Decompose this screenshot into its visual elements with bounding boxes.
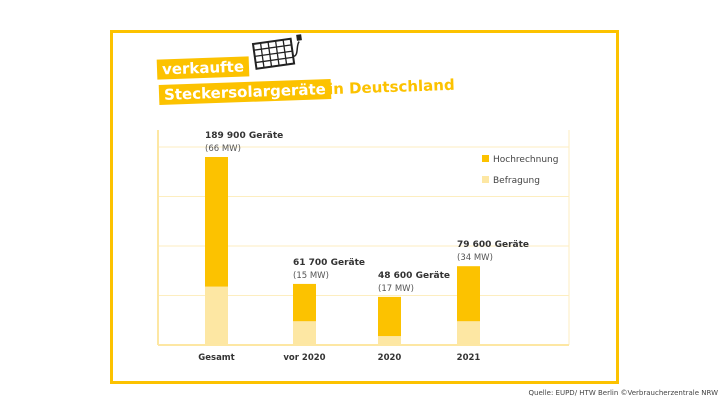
data-label-total: 79 600 Geräte [457,240,529,250]
bar-befragung [378,336,401,345]
bar-befragung [457,321,480,345]
bar-hochrechnung [457,266,480,322]
data-label-total: 189 900 Geräte [205,131,283,141]
bar-hochrechnung [293,283,316,322]
x-tick-label: Gesamt [198,353,234,363]
bar-befragung [205,286,228,345]
chart-frame [110,30,619,384]
data-label-total: 61 700 Geräte [293,258,365,268]
solar-panel-icon [251,34,302,70]
data-label-mw: (17 MW) [378,284,414,294]
x-tick-label: 2020 [378,353,402,363]
data-label-mw: (66 MW) [205,144,241,154]
legend-label: Befragung [493,176,540,186]
data-label-mw: (15 MW) [293,271,329,281]
legend-swatch [482,176,489,183]
legend-swatch [482,155,489,162]
legend-label: Hochrechnung [493,155,558,165]
data-label-total: 48 600 Geräte [378,271,450,281]
bar-hochrechnung [205,157,228,287]
x-tick-label: 2021 [457,353,481,363]
data-label-mw: (34 MW) [457,253,493,263]
source-note: Quelle: EUPD/ HTW Berlin ©Verbraucherzen… [528,389,719,397]
bar-hochrechnung [378,296,401,337]
x-tick-label: vor 2020 [283,353,325,363]
bar-befragung [293,321,316,345]
